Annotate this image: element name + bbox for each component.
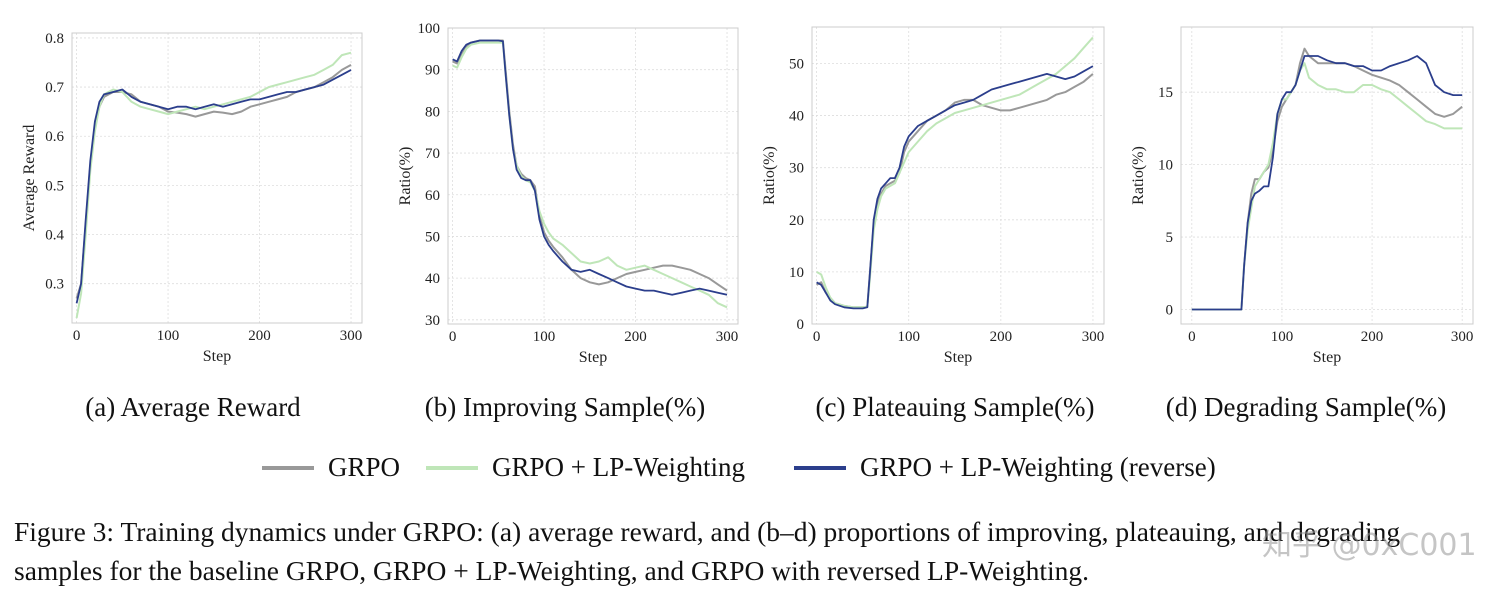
xtick-label-a-2: 200 bbox=[248, 328, 271, 344]
ytick-label-a-2: 0.5 bbox=[45, 178, 64, 194]
subcaption-a: (a) Average Reward bbox=[85, 392, 301, 422]
ytick-label-b-6: 90 bbox=[425, 63, 440, 79]
legend-swatch-lp-weighting bbox=[426, 465, 478, 470]
series-line-c-lp bbox=[816, 36, 1094, 309]
xtick-label-b-0: 0 bbox=[449, 329, 457, 345]
ytick-label-b-7: 100 bbox=[418, 21, 441, 37]
legend-item-lp-weighting-reverse: GRPO + LP-Weighting (reverse) bbox=[794, 452, 1216, 483]
series-line-d-grpo bbox=[1191, 47, 1463, 311]
ytick-label-a-5: 0.8 bbox=[45, 31, 64, 47]
series-line-c-rev bbox=[816, 65, 1094, 310]
series-line-d-rev bbox=[1191, 55, 1463, 311]
ytick-label-d-3: 15 bbox=[1158, 85, 1173, 101]
chart-d: 0 5 10 15 0 100 200 300 Step Ratio(%) bbox=[1130, 26, 1474, 366]
xtick-label-d-3: 300 bbox=[1451, 329, 1474, 345]
legend-item-lp-weighting: GRPO + LP-Weighting bbox=[426, 452, 745, 483]
series-line-c-grpo bbox=[816, 73, 1094, 309]
legend-swatch-grpo bbox=[262, 465, 314, 470]
x-axis-label-b: Step bbox=[579, 349, 607, 366]
xtick-label-c-3: 300 bbox=[1082, 329, 1105, 345]
legend-label-lp-weighting-reverse: GRPO + LP-Weighting (reverse) bbox=[860, 452, 1216, 482]
xtick-label-c-1: 100 bbox=[897, 329, 920, 345]
watermark: 知乎 @0xC001 bbox=[1262, 528, 1477, 563]
ytick-label-d-0: 0 bbox=[1166, 303, 1174, 319]
series-line-b-lp bbox=[452, 41, 728, 309]
xtick-label-a-1: 100 bbox=[157, 328, 180, 344]
plot-frame-c bbox=[811, 26, 1105, 325]
xtick-label-d-2: 200 bbox=[1361, 329, 1384, 345]
xtick-label-b-3: 300 bbox=[716, 329, 739, 345]
xtick-label-c-0: 0 bbox=[813, 329, 821, 345]
series-line-a-rev bbox=[75, 69, 352, 304]
ytick-label-c-0: 0 bbox=[797, 317, 805, 333]
series-line-d-lp bbox=[1191, 62, 1463, 311]
chart-b: 30 40 50 60 70 80 90 100 0 100 200 300 Step Ratio(%) bbox=[397, 21, 739, 366]
ytick-label-d-2: 10 bbox=[1158, 158, 1173, 174]
charts-area: 0.30.40.50.60.70.80 100 200 300StepAverage … bbox=[21, 21, 1474, 366]
ytick-label-c-1: 10 bbox=[789, 265, 804, 281]
xtick-label-d-0: 0 bbox=[1188, 329, 1196, 345]
series-line-b-grpo bbox=[452, 39, 728, 292]
ytick-label-b-4: 70 bbox=[425, 146, 440, 162]
subcaption-b: (b) Improving Sample(%) bbox=[424, 392, 706, 422]
ytick-label-b-2: 50 bbox=[425, 229, 440, 245]
y-axis-label-b: Ratio(%) bbox=[397, 147, 414, 206]
y-axis-label-c: Ratio(%) bbox=[761, 146, 778, 205]
ytick-label-c-4: 40 bbox=[789, 109, 804, 125]
subcaption-c: (c) Plateauing Sample(%) bbox=[815, 392, 1095, 422]
legend-label-lp-weighting: GRPO + LP-Weighting bbox=[492, 452, 746, 482]
y-axis-label-d: Ratio(%) bbox=[1130, 146, 1147, 205]
subcaption-d: (d) Degrading Sample(%) bbox=[1165, 392, 1447, 422]
xtick-label-d-1: 100 bbox=[1271, 329, 1294, 345]
xtick-label-c-2: 200 bbox=[990, 329, 1013, 345]
legend: GRPO GRPO + LP-Weighting GRPO + LP-Weigh… bbox=[0, 448, 1502, 492]
ytick-label-b-5: 80 bbox=[425, 104, 440, 120]
legend-swatch-lp-weighting-reverse bbox=[794, 465, 846, 470]
ytick-label-a-1: 0.4 bbox=[45, 228, 64, 244]
xtick-label-a-3: 300 bbox=[340, 328, 363, 344]
ytick-label-b-3: 60 bbox=[425, 188, 440, 204]
ytick-label-c-3: 30 bbox=[789, 161, 804, 177]
plot-frame-b bbox=[447, 27, 739, 325]
ytick-label-a-0: 0.3 bbox=[45, 277, 64, 293]
ytick-label-c-2: 20 bbox=[789, 213, 804, 229]
plot-frame-d bbox=[1180, 26, 1474, 325]
ytick-label-b-0: 30 bbox=[425, 313, 440, 329]
xtick-label-a-0: 0 bbox=[73, 328, 81, 344]
figure-caption: Figure 3: Training dynamics under GRPO: … bbox=[14, 516, 1401, 586]
x-axis-label-a: Step bbox=[203, 348, 231, 365]
ytick-label-c-5: 50 bbox=[789, 56, 804, 72]
ytick-label-b-1: 40 bbox=[425, 271, 440, 287]
xtick-label-b-2: 200 bbox=[624, 329, 647, 345]
series-line-a-grpo bbox=[75, 64, 352, 299]
xtick-label-b-1: 100 bbox=[533, 329, 556, 345]
ytick-label-a-4: 0.7 bbox=[45, 80, 64, 96]
chart-a: 0.3 0.4 0.5 0.6 0.7 0.8 0 100 200 300 Step Average … bbox=[21, 31, 363, 365]
ytick-label-a-3: 0.6 bbox=[45, 129, 64, 145]
legend-label-grpo: GRPO bbox=[328, 452, 401, 482]
plot-frame-a bbox=[71, 32, 363, 324]
series-line-b-rev bbox=[452, 39, 728, 296]
chart-c: 0 10 20 30 40 50 0 100 200 300 Step Ratio(%) bbox=[761, 26, 1105, 366]
x-axis-label-c: Step bbox=[944, 349, 972, 366]
x-axis-label-d: Step bbox=[1313, 349, 1341, 366]
legend-item-grpo: GRPO bbox=[262, 452, 400, 483]
y-axis-label-a: Average Reward bbox=[21, 125, 38, 232]
ytick-label-d-1: 5 bbox=[1166, 230, 1174, 246]
